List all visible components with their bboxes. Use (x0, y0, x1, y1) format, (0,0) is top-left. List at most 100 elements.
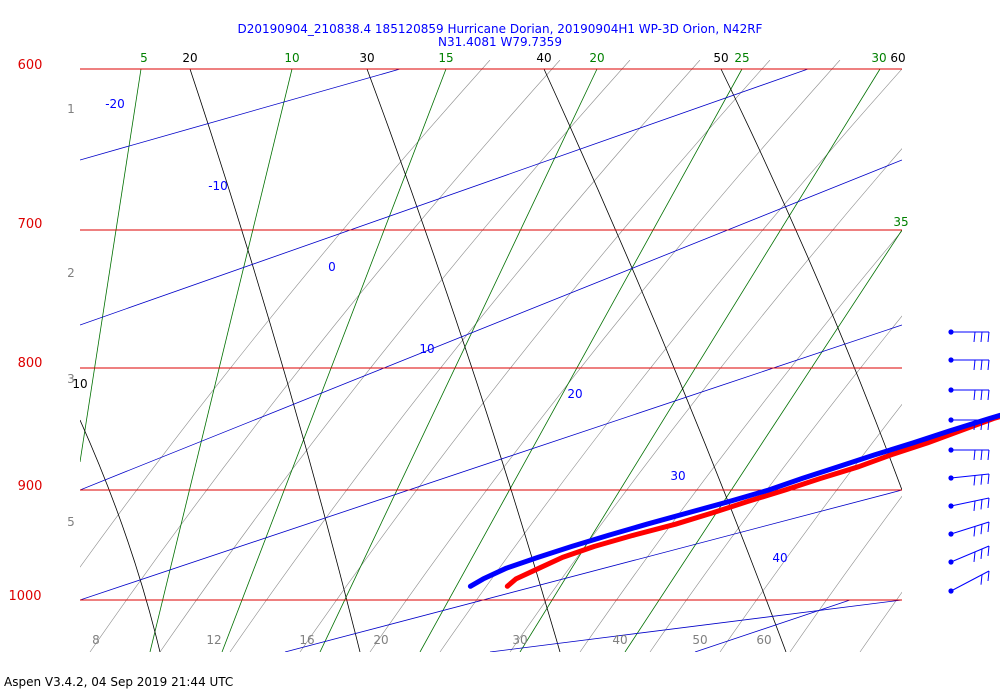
wind-barb (948, 570, 990, 594)
bottom-label: 12 (206, 633, 221, 647)
wind-barb-feather (980, 419, 983, 431)
wind-barb-staff (950, 570, 990, 592)
theta-label: 40 (536, 51, 551, 65)
wind-barb-staff (950, 497, 990, 507)
isotherm-label: 40 (772, 551, 787, 565)
bottom-label: 60 (756, 633, 771, 647)
wind-barb-feather (973, 551, 976, 562)
wind-barb-feather (980, 331, 983, 343)
bottom-label: 30 (512, 633, 527, 647)
chart-subtitle: N31.4081 W79.7359 (438, 35, 562, 49)
isotherm-line (80, 159, 902, 491)
bottom-label: 50 (692, 633, 707, 647)
isotherm-label: 30 (670, 469, 685, 483)
wind-barb-feather (987, 545, 990, 557)
wind-barb-feather (973, 500, 976, 511)
wind-barb-feather (980, 389, 983, 401)
isotherm-label: -10 (208, 179, 228, 193)
wind-barb-feather (987, 521, 990, 533)
isotherm-label: 10 (419, 342, 434, 356)
pressure-label: 600 (18, 58, 43, 73)
isotherm-label: 0 (328, 260, 336, 274)
wind-barb-feather (973, 359, 976, 371)
pressure-label: 1000 (8, 589, 41, 604)
moist-adiabat-line (930, 60, 1000, 652)
mixing-ratio-line (80, 68, 142, 463)
moist-adiabats (80, 60, 1000, 652)
moist-adiabat-line (89, 60, 561, 652)
wind-barb-feather (987, 331, 990, 343)
moist-adiabat-line (719, 403, 902, 652)
bottom-label: 20 (373, 633, 388, 647)
wind-barb-feather (987, 359, 990, 371)
isobars (80, 68, 902, 601)
wind-barb (948, 497, 990, 511)
wind-barb (948, 387, 990, 401)
wind-barb-feather (980, 524, 983, 535)
pressure-label: 700 (18, 217, 43, 232)
pressure-label: 900 (18, 479, 43, 494)
sounding-profiles (467, 412, 1000, 589)
mixing-ratio-label: 35 (893, 215, 908, 229)
altitude-label: 5 (67, 515, 75, 529)
isotherm-line (694, 599, 851, 652)
wind-barb-staff (950, 545, 990, 563)
wind-barb (948, 357, 990, 371)
mixing-ratio-line (221, 68, 447, 652)
isotherm-line (80, 68, 401, 161)
wind-barb (948, 545, 990, 565)
wind-barb-feather (980, 499, 983, 510)
wind-barb-feather (980, 574, 983, 585)
mixing-ratio-label: 15 (438, 51, 453, 65)
wind-barb-staff (950, 473, 990, 479)
mixing-ratio-label: 20 (589, 51, 604, 65)
wind-barb-feather (987, 419, 990, 431)
isotherm-line (284, 489, 902, 652)
wind-barb-feather (973, 449, 976, 461)
bottom-label: 40 (612, 633, 627, 647)
wind-barb-feather (980, 359, 983, 371)
mixing-ratio-label: 5 (140, 51, 148, 65)
wind-barb (948, 473, 990, 486)
isotherm-line (80, 68, 809, 326)
moist-adiabat-line (509, 148, 902, 652)
wind-barb-feather (973, 475, 976, 486)
moist-adiabat-line (159, 60, 631, 652)
wind-barb-feather (987, 449, 990, 461)
dry-adiabat-line (720, 68, 902, 491)
wind-barb-feather (987, 497, 990, 509)
bottom-label: 16 (299, 633, 314, 647)
isotherm-label: -20 (105, 97, 125, 111)
moist-adiabat-line (789, 495, 902, 652)
isotherm-label: 20 (567, 387, 582, 401)
wind-barb-feather (973, 526, 976, 537)
theta-label: 60 (890, 51, 905, 65)
footer-text: Aspen V3.4.2, 04 Sep 2019 21:44 UTC (4, 675, 233, 689)
theta-label: 50 (713, 51, 728, 65)
chart-title: D20190904_210838.4 185120859 Hurricane D… (238, 22, 763, 36)
wind-barb-feather (987, 473, 990, 485)
altitude-label: 2 (67, 266, 75, 280)
temperature-profile-line (504, 414, 1000, 589)
wind-barb-feather (973, 389, 976, 401)
moist-adiabat-line (649, 315, 902, 652)
theta-label: 10 (72, 377, 87, 391)
isotherms (80, 68, 902, 652)
wind-barb (948, 521, 990, 537)
moist-adiabat-line (299, 60, 771, 652)
mixing-ratio-label: 25 (734, 51, 749, 65)
moist-adiabat-line (439, 68, 902, 652)
moist-adiabat-line (859, 591, 902, 652)
bottom-label: 8 (92, 633, 100, 647)
wind-barb (948, 417, 990, 431)
altitude-label: 3 (67, 372, 75, 386)
altitude-label: 1 (67, 102, 75, 116)
moist-adiabat-line (229, 60, 701, 652)
moist-adiabat-line (579, 230, 902, 652)
isotherm-line (80, 324, 902, 601)
moist-adiabat-line (369, 60, 841, 652)
dry-adiabat-line (366, 68, 561, 652)
wind-barb-staff (950, 521, 990, 535)
wind-barb (948, 447, 990, 461)
